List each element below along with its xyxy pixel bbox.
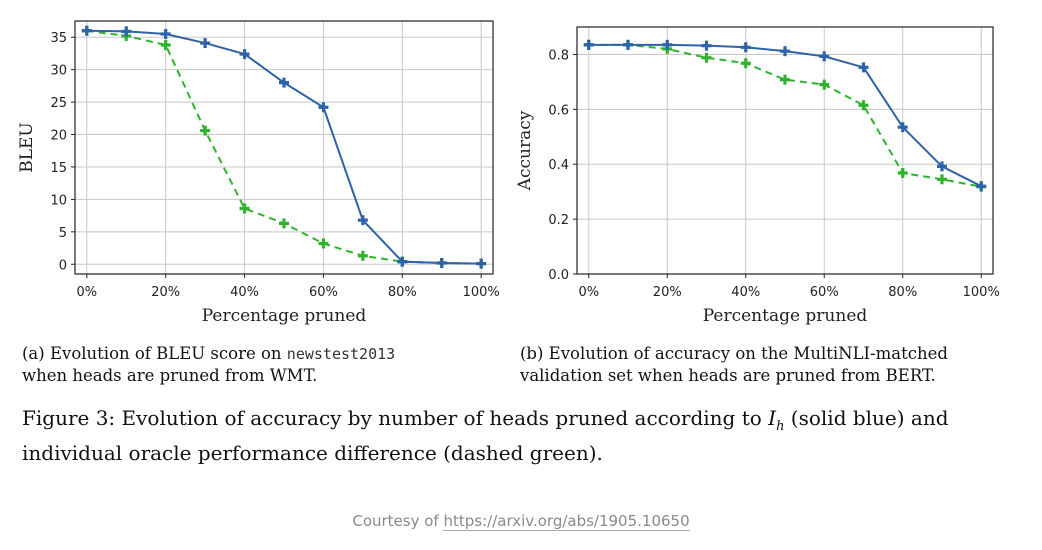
figure-caption-prefix: Figure 3: Evolution of accuracy by numbe… — [22, 406, 769, 430]
subcaption-a-code: newstest2013 — [286, 345, 396, 363]
chart-bleu: 0% 20% 40% 60% 80% 100% 0 5 10 15 20 25 30 35 Percenta… — [17, 20, 500, 326]
data-point-solid — [780, 46, 790, 57]
y-tick-label: 10 — [50, 193, 67, 208]
x-tick-label: 100% — [463, 285, 500, 300]
y-tick-label: 0 — [59, 258, 67, 273]
data-point-solid — [740, 42, 751, 53]
x-tick-label: 80% — [888, 285, 917, 300]
data-point-solid — [858, 62, 869, 73]
y-axis-label: Accuracy — [515, 110, 535, 191]
data-point-solid — [357, 215, 368, 226]
data-point-dashed — [318, 238, 329, 249]
x-axis-label: Percentage pruned — [703, 306, 868, 326]
x-tick-label: 20% — [151, 285, 180, 300]
plot-frame — [576, 26, 994, 275]
series-line-solid — [86, 29, 482, 265]
data-point-solid — [239, 49, 250, 60]
y-tick-label: 15 — [50, 161, 67, 176]
plot-frame — [74, 20, 494, 275]
x-tick-label: 80% — [388, 285, 417, 300]
data-point-solid — [397, 256, 408, 267]
y-tick-label: 0.2 — [548, 213, 569, 228]
subcaption-b-line-2: validation set when heads are pruned fro… — [520, 366, 936, 385]
subcaption-b-line-1: (b) Evolution of accuracy on the MultiNL… — [520, 344, 948, 363]
data-point-solid — [936, 161, 947, 172]
data-point-solid — [976, 181, 987, 192]
data-point-solid — [81, 25, 92, 36]
y-tick-label: 0.8 — [548, 48, 569, 63]
x-tick-label: 40% — [230, 285, 259, 300]
data-point-solid — [897, 122, 908, 133]
data-point-dashed — [200, 125, 211, 136]
data-point-dashed — [357, 250, 368, 261]
y-tick-label: 20 — [50, 129, 67, 144]
data-point-solid — [819, 51, 830, 62]
data-point-dashed — [701, 52, 712, 63]
y-tick-label: 0.0 — [548, 268, 569, 283]
series-line-solid — [588, 43, 982, 188]
y-tick-label: 30 — [50, 64, 67, 79]
data-point-solid — [583, 39, 594, 50]
data-point-solid — [476, 258, 487, 269]
data-point-dashed — [897, 168, 908, 179]
y-axis-label: BLEU — [17, 122, 37, 173]
data-point-solid — [200, 38, 211, 49]
x-axis-label: Percentage pruned — [202, 306, 367, 326]
math-base: I — [768, 406, 777, 430]
x-tick-label: 40% — [731, 285, 760, 300]
y-tick-label: 35 — [50, 31, 67, 46]
chart-accuracy: 0% 20% 40% 60% 80% 100% 0.0 0.2 0.4 0.6 0.8 Percent… — [515, 26, 1000, 326]
figure-caption: Figure 3: Evolution of accuracy by numbe… — [22, 405, 1027, 467]
x-tick-label: 0% — [578, 285, 599, 300]
y-tick-label: 5 — [59, 226, 67, 241]
data-point-solid — [623, 39, 634, 50]
data-point-dashed — [936, 174, 947, 185]
x-tick-label: 60% — [309, 285, 338, 300]
x-tick-label: 20% — [653, 285, 682, 300]
data-point-dashed — [819, 79, 830, 90]
y-tick-label: 25 — [50, 96, 67, 111]
subcaption-a-text-2: when heads are pruned from WMT. — [22, 366, 318, 385]
series-line-dashed — [86, 29, 482, 265]
figure-caption-math: Ih — [768, 406, 784, 434]
data-point-solid — [701, 40, 712, 51]
data-point-solid — [436, 257, 447, 268]
data-point-dashed — [780, 74, 790, 85]
data-point-dashed — [239, 203, 250, 214]
figure-caption-suffix: (solid blue) and individual oracle perfo… — [22, 406, 949, 465]
x-tick-label: 100% — [963, 285, 1000, 300]
subcaption-a: (a) Evolution of BLEU score on newstest2… — [22, 343, 510, 387]
data-point-dashed — [279, 218, 289, 229]
series-line-dashed — [588, 43, 982, 188]
x-tick-label: 0% — [77, 285, 98, 300]
source-link[interactable]: https://arxiv.org/abs/1905.10650 — [443, 512, 690, 531]
courtesy-prefix: Courtesy of — [352, 512, 444, 530]
y-tick-label: 0.6 — [548, 103, 569, 118]
y-tick-label: 0.4 — [548, 158, 569, 173]
data-point-solid — [121, 26, 132, 37]
data-point-solid — [160, 28, 171, 39]
courtesy-line: Courtesy of https://arxiv.org/abs/1905.1… — [0, 512, 1042, 531]
data-point-dashed — [160, 40, 171, 51]
data-point-solid — [279, 77, 289, 88]
data-point-dashed — [858, 100, 869, 111]
data-point-solid — [318, 102, 329, 113]
x-tick-label: 60% — [810, 285, 839, 300]
data-point-solid — [662, 39, 673, 50]
data-point-dashed — [740, 58, 751, 69]
subcaption-a-text: (a) Evolution of BLEU score on — [22, 344, 287, 363]
math-subscript: h — [776, 419, 785, 434]
subcaption-b: (b) Evolution of accuracy on the MultiNL… — [520, 343, 1020, 387]
